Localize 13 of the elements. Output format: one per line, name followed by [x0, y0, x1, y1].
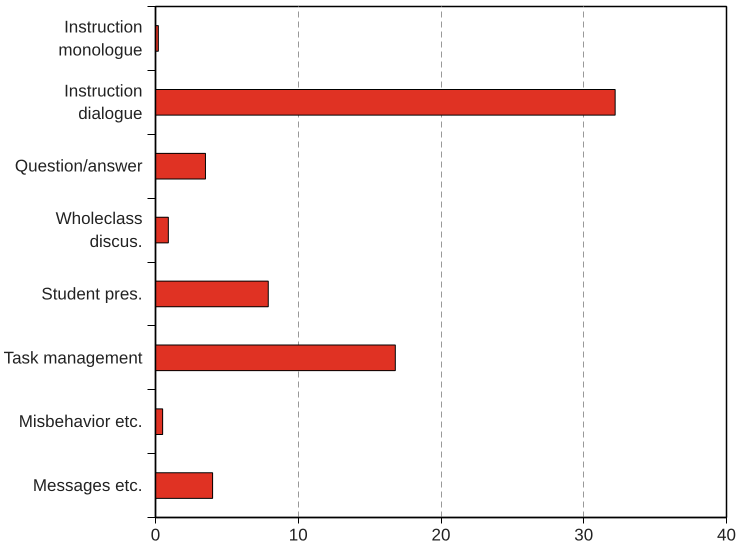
- y-tick-label: Student pres.: [41, 284, 143, 304]
- y-tick-label: Instruction monologue: [58, 18, 143, 60]
- x-tick-label: 10: [288, 526, 308, 543]
- x-tick-label: 0: [150, 526, 160, 543]
- x-tick-label: 20: [432, 526, 450, 543]
- x-tick-label: 40: [717, 526, 736, 543]
- y-tick-label: Wholeclass discus.: [56, 209, 143, 251]
- y-tick-label: Question/answer: [14, 156, 143, 176]
- y-tick-label: Messages etc.: [32, 476, 143, 496]
- y-tick-label: Misbehavior etc.: [18, 412, 143, 432]
- x-tick-label: 30: [574, 526, 594, 543]
- y-tick-label: Task management: [4, 348, 143, 368]
- y-tick-label: Instruction dialogue: [64, 81, 143, 124]
